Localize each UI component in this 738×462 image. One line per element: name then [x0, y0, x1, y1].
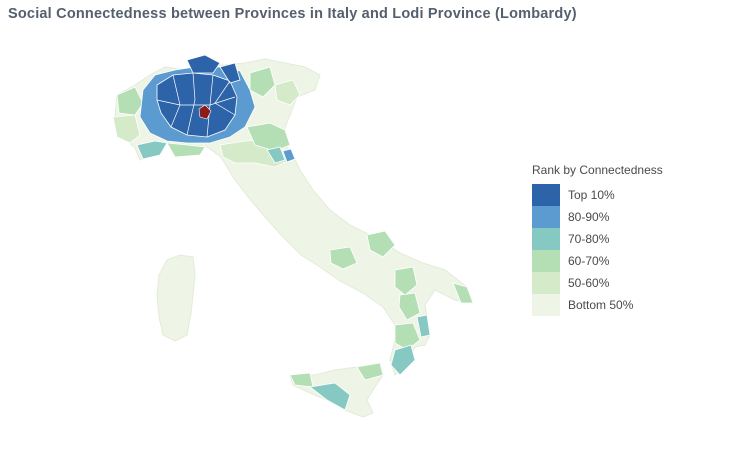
map-title: Social Connectedness between Provinces i… — [8, 6, 577, 22]
region-60-70-piedmont-west — [116, 86, 144, 116]
region-60-70-sicily-east — [356, 362, 384, 381]
legend-swatch — [532, 184, 560, 206]
region-70-80-liguria — [136, 140, 168, 160]
region-60-70-calabria — [394, 322, 421, 351]
region-50-60-piedmont-southwest — [112, 114, 141, 144]
legend-label: Bottom 50% — [568, 298, 634, 312]
region-60-70-basilicata — [398, 292, 421, 321]
region-60-70-abruzzo — [366, 230, 396, 258]
region-60-70-emilia — [246, 122, 291, 152]
legend-item: Top 10% — [532, 184, 663, 206]
legend-label: 70-80% — [568, 232, 610, 246]
legend-item: 80-90% — [532, 206, 663, 228]
italy-map — [95, 45, 515, 455]
lodi-province-marker — [198, 104, 212, 120]
region-70-80-sicily-central — [309, 382, 351, 411]
legend-swatch — [532, 250, 560, 272]
legend: Rank by Connectedness Top 10% 80-90% 70-80… — [532, 163, 663, 316]
region-50-60-friuli — [274, 79, 301, 106]
region-60-70-liguria-east — [166, 142, 206, 158]
province-borders — [156, 72, 236, 138]
italy-province-map — [112, 54, 474, 418]
region-top10-sondrio — [186, 54, 221, 74]
legend-item: 70-80% — [532, 228, 663, 250]
legend-items: Top 10% 80-90% 70-80% 60-70% 50-60% Bottom 50… — [532, 184, 663, 316]
legend-swatch — [532, 294, 560, 316]
legend-swatch — [532, 228, 560, 250]
region-60-70-puglia-tip — [452, 282, 474, 304]
legend-label: 50-60% — [568, 276, 610, 290]
region-60-70-lazio — [329, 246, 358, 270]
legend-item: Bottom 50% — [532, 294, 663, 316]
region-70-80-marche — [266, 146, 286, 164]
region-70-80-calabria-north — [416, 314, 431, 338]
region-80-90-ancona — [282, 148, 296, 163]
region-top10-trento — [219, 62, 241, 84]
region-60-70-campania — [394, 266, 418, 296]
sardinia-base — [156, 254, 196, 342]
region-70-80-calabria-south — [390, 344, 416, 376]
legend-title: Rank by Connectedness — [532, 163, 663, 177]
legend-label: Top 10% — [568, 188, 615, 202]
legend-swatch — [532, 206, 560, 228]
legend-item: 60-70% — [532, 250, 663, 272]
legend-label: 60-70% — [568, 254, 610, 268]
region-60-70-veneto — [249, 66, 276, 98]
legend-label: 80-90% — [568, 210, 610, 224]
legend-item: 50-60% — [532, 272, 663, 294]
legend-swatch — [532, 272, 560, 294]
